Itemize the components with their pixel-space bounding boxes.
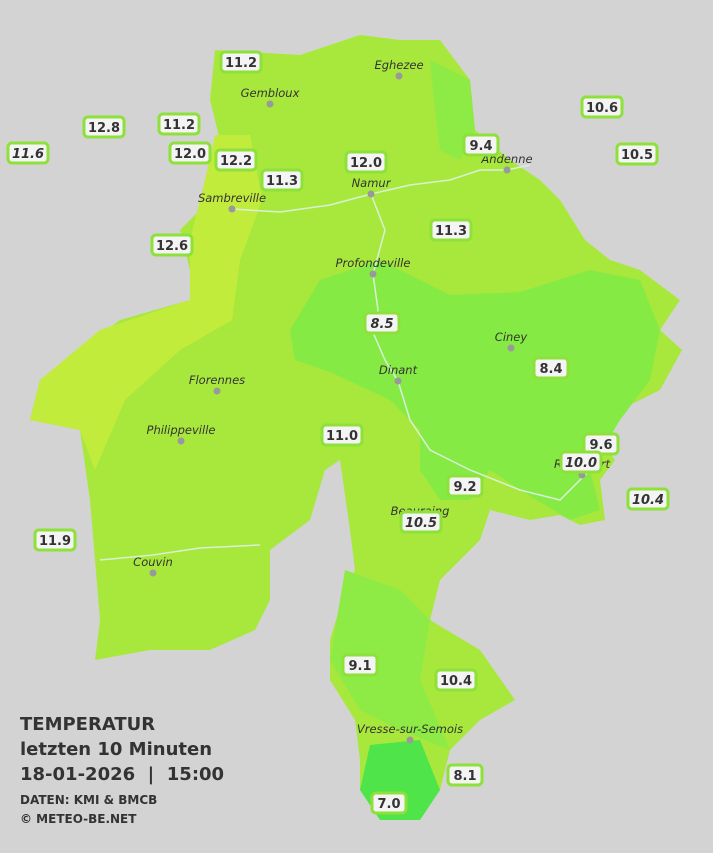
station-reading: 9.6 [589,438,612,453]
city-dot [503,166,511,174]
city-name: Sambreville [198,191,266,205]
station-reading: 12.0 [350,156,382,171]
city-dot [406,736,414,744]
station-box [429,218,473,242]
station-reading: 12.0 [174,147,206,162]
station-reading: 11.2 [163,118,195,133]
city-dot [394,377,402,385]
copyright: © METEO-BE.NET [20,812,137,826]
city-name: Profondeville [336,256,411,270]
station-reading: 10.4 [440,674,472,689]
station-reading: 12.6 [156,239,188,254]
station-box [363,311,401,335]
river [99,544,261,561]
station-reading: 10.5 [405,516,437,531]
station-reading: 9.2 [453,480,476,495]
station-reading: 10.0 [565,456,597,471]
station-reading: 9.1 [348,659,371,674]
city-name: Eghezee [374,58,423,72]
station-reading: 11.3 [266,174,298,189]
station-box [615,142,659,166]
station-box [532,356,570,380]
timestamp: 18-01-2026 | 15:00 [20,764,224,785]
zone-cool [430,60,475,160]
city-name: Florennes [189,373,245,387]
station-box [320,423,364,447]
city-dot [266,100,274,108]
station-box [219,50,263,74]
city-dot [149,569,157,577]
station-box [260,168,304,192]
station-reading: 9.4 [469,139,492,154]
station-box [399,510,443,534]
station-box [341,653,379,677]
station-reading: 7.0 [377,797,400,812]
station-reading: 11.3 [435,224,467,239]
stations: 11.2 12.8 11.2 11.6 12.0 12.2 11.3 12.0 9.4 10.6 1… [6,50,670,815]
station-box [82,115,126,139]
station-box [6,141,50,165]
station-box [626,487,670,511]
station-reading: 11.9 [39,534,71,549]
station-box [446,474,484,498]
river [231,164,531,213]
station-reading: 8.5 [370,317,393,332]
city-dot [395,72,403,80]
station-reading: 10.4 [632,493,664,508]
station-box [33,528,77,552]
title: TEMPERATUR [20,714,155,735]
city-dot [367,190,375,198]
station-box [580,95,624,119]
station-reading: 11.0 [326,429,358,444]
zone-warm [30,135,262,470]
station-box [559,450,603,474]
source: DATEN: KMI & BMCB [20,793,157,807]
station-reading: 11.2 [225,56,257,71]
city-dot [177,437,185,445]
station-reading: 12.8 [88,121,120,136]
station-reading: 11.6 [12,147,44,162]
station-reading: 12.2 [220,154,252,169]
station-box [344,150,388,174]
station-box [214,148,258,172]
zone-cool [330,570,450,750]
city-dot [213,387,221,395]
station-box [157,112,201,136]
station-reading: 8.1 [453,769,476,784]
station-box [370,791,408,815]
station-box [462,133,500,157]
city-name: Couvin [133,555,173,569]
station-box [446,763,484,787]
station-reading: 8.4 [539,362,562,377]
city-dot [228,205,236,213]
city-dot [507,344,515,352]
station-box [150,233,194,257]
city-name: Vresse-sur-Semois [357,722,463,736]
city-name: Ciney [495,330,528,344]
city-name: Namur [352,176,392,190]
city-dot [369,270,377,278]
station-reading: 10.6 [586,101,618,116]
city-name: Philippeville [147,423,216,437]
station-box [434,668,478,692]
station-reading: 10.5 [621,148,653,163]
city-name: Gembloux [241,86,300,100]
subtitle: letzten 10 Minuten [20,739,212,760]
station-box [168,141,212,165]
city-name: Dinant [379,363,418,377]
